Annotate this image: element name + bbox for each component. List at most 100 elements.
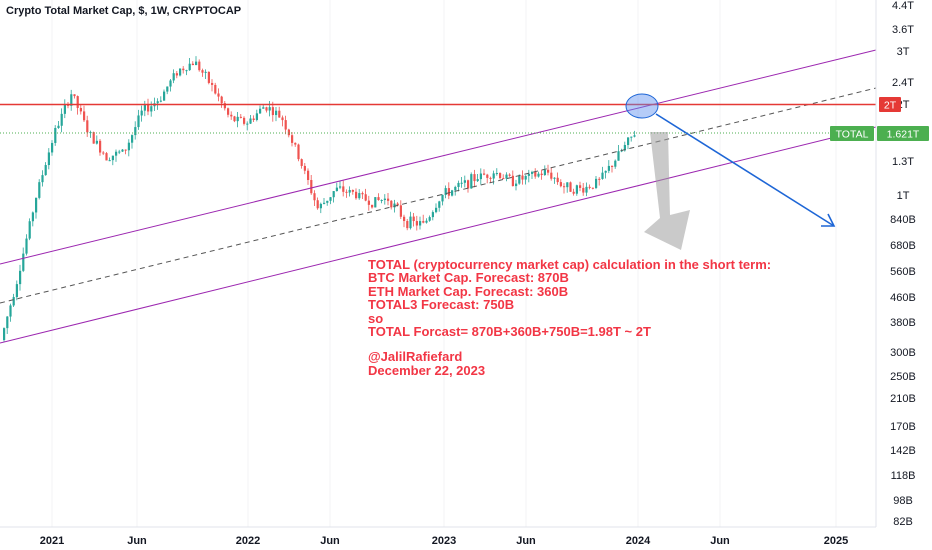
candle-body bbox=[582, 187, 585, 193]
candle-body bbox=[355, 191, 358, 199]
candle-body bbox=[387, 198, 390, 201]
candle-body bbox=[195, 61, 198, 66]
candle-body bbox=[553, 177, 556, 179]
candle-body bbox=[86, 120, 89, 133]
x-axis-panel bbox=[0, 527, 932, 550]
candle-body bbox=[230, 114, 233, 117]
candle-body bbox=[188, 63, 191, 71]
candle-body bbox=[291, 135, 294, 143]
candle-body bbox=[540, 173, 543, 176]
candle-body bbox=[342, 186, 345, 192]
candle-body bbox=[108, 160, 111, 162]
target-ellipse[interactable] bbox=[625, 93, 659, 119]
candle-body bbox=[614, 160, 617, 167]
candle-body bbox=[559, 182, 562, 187]
candle-body bbox=[105, 153, 108, 161]
candle-body bbox=[79, 107, 82, 112]
candle-body bbox=[284, 120, 287, 130]
candle-body bbox=[579, 185, 582, 188]
candle-body bbox=[115, 151, 118, 156]
candle-body bbox=[73, 94, 76, 97]
candle-body bbox=[371, 204, 374, 208]
candle-body bbox=[326, 200, 329, 203]
y-axis-panel bbox=[876, 0, 932, 550]
x-tick-label: Jun bbox=[710, 535, 730, 547]
candle-body bbox=[563, 186, 566, 188]
candle-body bbox=[294, 142, 297, 145]
candle-body bbox=[249, 118, 252, 124]
channel-upper-line[interactable] bbox=[0, 49, 877, 265]
annotation-line-6: TOTAL Forcast= 870B+360B+750B=1.98T ~ 2T bbox=[368, 324, 651, 340]
forecast-arrow-line[interactable] bbox=[655, 113, 835, 227]
candle-body bbox=[508, 174, 511, 176]
forecast-annotation: TOTAL (cryptocurrency market cap) calcul… bbox=[368, 257, 772, 378]
candle-body bbox=[313, 193, 316, 201]
candle-body bbox=[307, 170, 310, 181]
annotation-line-1: TOTAL (cryptocurrency market cap) calcul… bbox=[368, 257, 772, 272]
channel-lower-line[interactable] bbox=[0, 126, 877, 344]
y-tick-label: 3T bbox=[897, 46, 910, 58]
candle-body bbox=[191, 63, 194, 66]
candle-body bbox=[422, 221, 425, 223]
candle-body bbox=[383, 198, 386, 201]
candle-body bbox=[262, 107, 265, 109]
y-tick-label: 1.3T bbox=[892, 156, 914, 168]
candle-body bbox=[406, 221, 409, 229]
candle-body bbox=[601, 172, 604, 179]
candle-body bbox=[185, 70, 188, 72]
candle-body bbox=[217, 93, 220, 97]
candle-body bbox=[131, 135, 134, 143]
candle-body bbox=[492, 173, 495, 179]
overlays bbox=[0, 49, 877, 344]
candle-body bbox=[518, 175, 521, 184]
candle-body bbox=[233, 116, 236, 122]
x-tick-label: Jun bbox=[320, 535, 340, 547]
candle-body bbox=[521, 175, 524, 180]
candle-body bbox=[358, 193, 361, 199]
channel-middle-line[interactable] bbox=[0, 87, 877, 304]
current-price-label: TOTAL 1.621T bbox=[830, 126, 929, 141]
candle-body bbox=[499, 173, 502, 179]
candle-body bbox=[531, 171, 534, 174]
target-price-label: 2T bbox=[879, 97, 901, 112]
candle-body bbox=[172, 73, 175, 81]
forecast-arrow-head bbox=[821, 213, 836, 227]
candle-body bbox=[569, 182, 572, 192]
candle-body bbox=[83, 111, 86, 121]
candle-body bbox=[297, 144, 300, 160]
candle-body bbox=[223, 103, 226, 109]
candle-body bbox=[323, 202, 326, 204]
candle-body bbox=[329, 197, 332, 201]
candle-body bbox=[556, 177, 559, 183]
candle-body bbox=[57, 125, 60, 128]
candle-body bbox=[41, 175, 44, 183]
candle-body bbox=[457, 182, 460, 187]
candle-body bbox=[617, 151, 620, 161]
candle-body bbox=[463, 180, 466, 183]
x-tick-label: Jun bbox=[127, 535, 147, 547]
candle-body bbox=[147, 104, 150, 112]
candle-body bbox=[92, 132, 95, 144]
candle-body bbox=[380, 200, 383, 202]
candle-body bbox=[60, 113, 63, 126]
candle-body bbox=[31, 212, 34, 222]
candle-body bbox=[143, 104, 146, 111]
candle-body bbox=[211, 82, 214, 85]
y-tick-label: 98B bbox=[893, 495, 913, 507]
y-tick-label: 2.4T bbox=[892, 77, 914, 89]
candle-body bbox=[339, 186, 342, 188]
candle-body bbox=[278, 110, 281, 118]
candle-body bbox=[623, 144, 626, 151]
candle-body bbox=[527, 173, 530, 176]
candle-body bbox=[25, 238, 28, 254]
candle-body bbox=[367, 200, 370, 205]
candle-body bbox=[451, 190, 454, 196]
candle-body bbox=[246, 123, 249, 125]
y-tick-label: 210B bbox=[890, 393, 916, 405]
y-tick-label: 3.6T bbox=[892, 24, 914, 36]
candle-body bbox=[47, 152, 50, 166]
candle-body bbox=[3, 328, 6, 341]
candle-body bbox=[137, 115, 140, 128]
